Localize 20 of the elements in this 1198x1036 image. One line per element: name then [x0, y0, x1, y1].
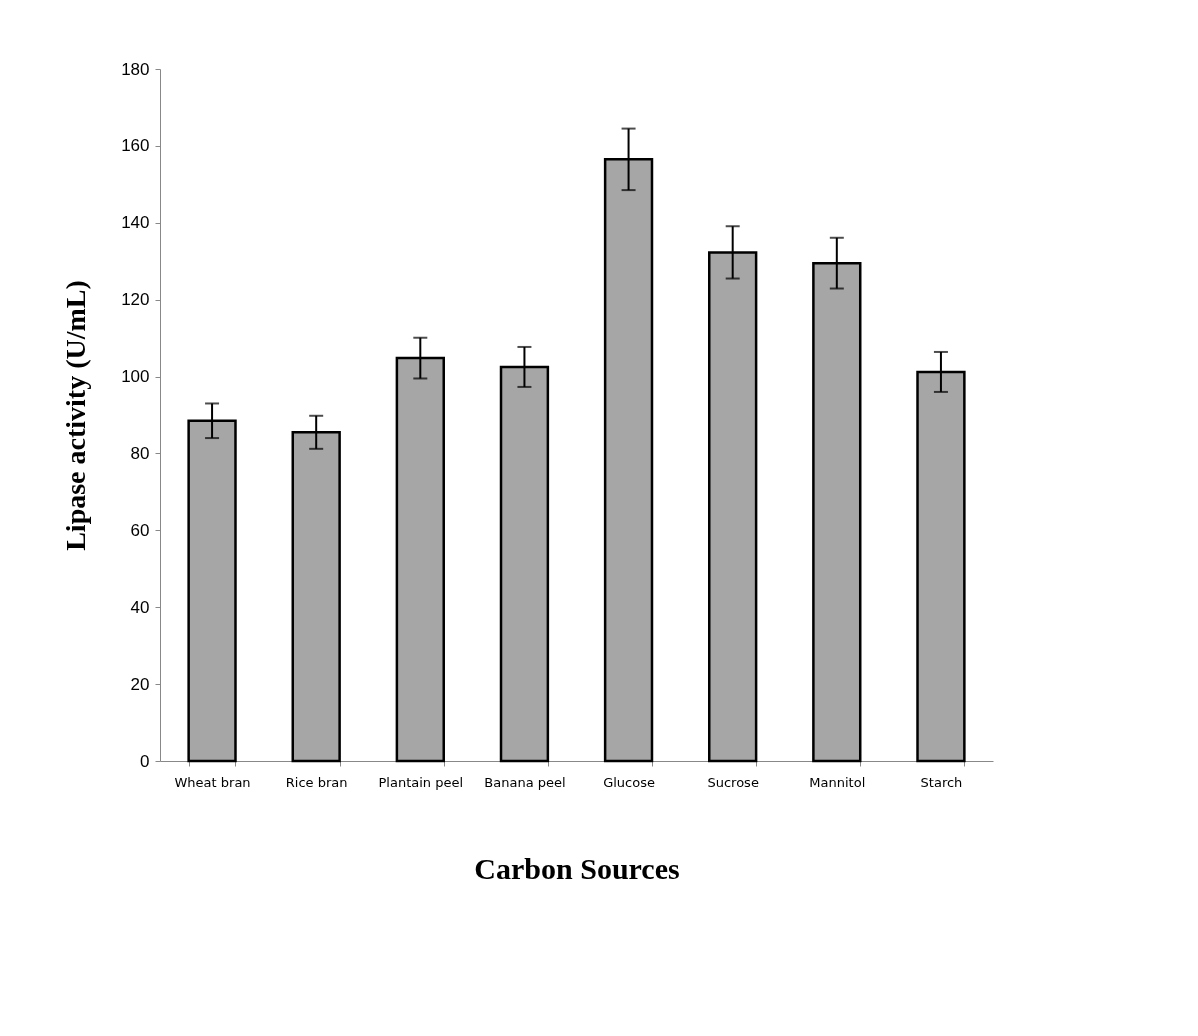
x-tick-label: Wheat bran	[174, 774, 251, 790]
x-tick-label: Sucrose	[707, 774, 759, 790]
y-tick-label: 60	[130, 520, 150, 540]
y-tick-label: 120	[121, 290, 150, 310]
x-tick-label: Mannitol	[809, 774, 866, 790]
y-tick-label: 160	[121, 136, 150, 156]
x-tick-label: Plantain peel	[378, 774, 464, 790]
y-tick-label: 80	[130, 443, 150, 463]
x-tick-label: Banana peel	[484, 774, 566, 790]
x-tick-label: Starch	[920, 774, 963, 790]
x-tick-label: Rice bran	[285, 774, 348, 790]
y-tick-label: 40	[130, 597, 150, 617]
y-tick-label: 0	[140, 751, 150, 771]
y-axis-title: Lipase activity (U/mL)	[60, 280, 92, 551]
x-tick-label: Glucose	[603, 774, 655, 790]
y-tick-label: 100	[121, 367, 150, 387]
x-axis-title: Carbon Sources	[474, 851, 680, 885]
y-tick-label: 180	[121, 59, 150, 79]
y-tick-label: 20	[130, 674, 150, 694]
y-tick-label: 140	[121, 213, 150, 233]
